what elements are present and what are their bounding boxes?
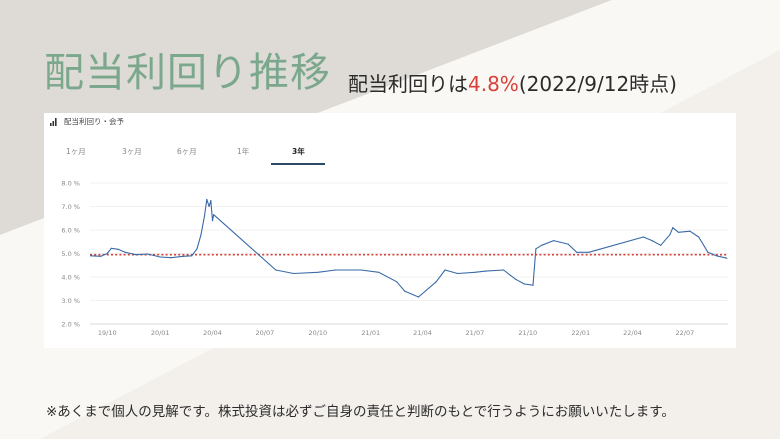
yield-data-point xyxy=(444,269,446,271)
yield-data-point xyxy=(106,252,108,255)
yield-data-point xyxy=(672,227,674,229)
tab-3-months[interactable]: 3ヶ月 xyxy=(122,147,142,156)
x-tick-label: 21/07 xyxy=(466,329,485,337)
y-tick-label: 7.0 % xyxy=(61,203,80,211)
yield-data-point xyxy=(135,254,137,256)
subtitle-yield-value: 4.8% xyxy=(468,72,519,96)
tab-3-years[interactable]: 3年 xyxy=(292,147,305,156)
yield-data-point xyxy=(293,272,295,275)
page-title: 配当利回り推移 xyxy=(44,50,331,96)
yield-data-point xyxy=(553,240,555,242)
y-tick-label: 4.0 % xyxy=(61,274,80,282)
yield-data-point xyxy=(90,255,92,257)
yield-data-point xyxy=(417,296,420,298)
x-tick-label: 22/04 xyxy=(623,329,642,337)
y-tick-label: 5.0 % xyxy=(61,250,80,258)
disclaimer-footnote: ※あくまで個人の見解です。株式投資は必ずご自身の責任と判断のもとで行うようにお願… xyxy=(46,404,675,420)
yield-data-point xyxy=(170,257,172,259)
yield-data-point xyxy=(642,236,645,238)
panel-header: 配当利回り・会予 xyxy=(44,113,736,131)
yield-data-point xyxy=(474,271,476,273)
x-tick-label: 20/10 xyxy=(308,329,327,337)
yield-data-point xyxy=(378,271,380,273)
yield-data-point xyxy=(689,230,691,232)
yield-data-point xyxy=(726,257,728,259)
subtitle-date: (2022/9/12時点) xyxy=(518,72,677,96)
yield-data-point xyxy=(335,269,337,271)
yield-data-point xyxy=(535,248,537,250)
yield-data-point xyxy=(677,231,680,233)
dividend-yield-subtitle: 配当利回りは4.8%(2022/9/12時点) xyxy=(348,68,677,97)
tab-1-year[interactable]: 1年 xyxy=(237,147,250,156)
y-tick-label: 3.0 % xyxy=(61,297,80,305)
y-tick-label: 6.0 % xyxy=(61,227,80,235)
yield-data-point xyxy=(317,271,319,273)
bar-chart-icon xyxy=(50,118,57,126)
yield-data-point xyxy=(182,255,184,257)
x-tick-label: 20/01 xyxy=(151,329,170,337)
yield-data-point xyxy=(110,247,112,249)
x-tick-label: 20/07 xyxy=(256,329,275,337)
yield-data-point xyxy=(715,255,718,257)
x-tick-label: 21/01 xyxy=(361,329,380,337)
yield-data-point xyxy=(100,255,102,257)
yield-data-point xyxy=(404,290,406,292)
yield-data-point xyxy=(159,256,161,258)
yield-data-point xyxy=(396,281,398,283)
panel-title: 配当利回り・会予 xyxy=(64,117,124,126)
tab-6-months[interactable]: 6ヶ月 xyxy=(177,147,197,156)
yield-data-point xyxy=(515,278,517,280)
subtitle-prefix: 配当利回りは xyxy=(348,72,468,96)
yield-data-point xyxy=(146,253,149,255)
yield-data-point xyxy=(669,234,671,236)
yield-data-point xyxy=(208,205,210,208)
yield-data-point xyxy=(211,220,214,222)
yield-data-point xyxy=(541,244,543,246)
yield-data-point xyxy=(203,215,206,217)
yield-data-point xyxy=(435,281,437,283)
yield-data-point xyxy=(200,234,202,236)
x-tick-label: 21/10 xyxy=(518,329,537,337)
yield-data-point xyxy=(588,251,590,253)
yield-data-point xyxy=(651,240,653,242)
x-tick-label: 21/04 xyxy=(413,329,432,337)
period-tabs: 1ヶ月 3ヶ月 6ヶ月 1年 3年 xyxy=(44,143,736,165)
x-tick-label: 22/01 xyxy=(571,329,590,337)
yield-data-point xyxy=(210,200,212,202)
yield-data-point xyxy=(360,269,362,271)
yield-data-point xyxy=(213,214,215,216)
yield-data-point xyxy=(567,243,569,245)
yield-data-point xyxy=(124,251,126,253)
yield-data-point xyxy=(576,251,578,253)
yield-data-point xyxy=(117,248,119,250)
active-tab-indicator xyxy=(271,163,325,165)
yield-data-point xyxy=(523,283,525,285)
y-tick-label: 8.0 % xyxy=(61,180,80,188)
yield-data-point xyxy=(698,236,700,238)
yield-data-point xyxy=(275,269,277,271)
x-tick-label: 22/07 xyxy=(675,329,694,337)
yield-data-point xyxy=(206,198,208,201)
dividend-yield-chart: 8.0 % 7.0 % 6.0 % 5.0 % 4.0 % 3.0 % 2.0 % 19/10… xyxy=(61,180,728,337)
x-tick-label: 19/10 xyxy=(98,329,117,337)
yield-data-point xyxy=(485,270,487,272)
chart-panel: 配当利回り・会予 1ヶ月 3ヶ月 6ヶ月 1年 3年 8.0 % 7.0 % 6.0… xyxy=(44,113,736,348)
yield-data-point xyxy=(532,284,534,286)
yield-series-line xyxy=(90,198,727,298)
x-tick-label: 20/04 xyxy=(203,329,222,337)
yield-data-point xyxy=(191,255,193,257)
yield-data-point xyxy=(707,251,709,253)
yield-data-point xyxy=(660,244,662,246)
tab-1-month[interactable]: 1ヶ月 xyxy=(66,147,86,156)
yield-data-point xyxy=(503,269,505,271)
yield-data-point xyxy=(457,272,459,275)
y-tick-label: 2.0 % xyxy=(61,321,80,329)
yield-data-point xyxy=(196,248,198,250)
